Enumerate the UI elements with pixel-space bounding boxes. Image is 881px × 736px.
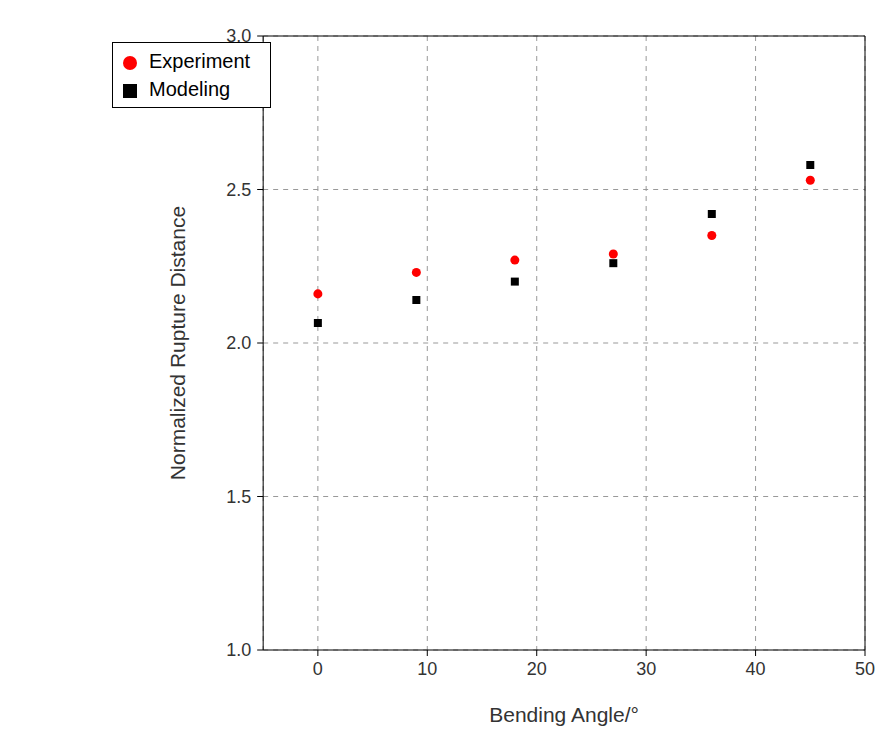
svg-text:2.0: 2.0 <box>226 333 251 353</box>
svg-text:10: 10 <box>417 659 437 679</box>
html-text:Modeling: Modeling <box>149 78 231 100</box>
svg-text:30: 30 <box>636 659 656 679</box>
html-text:Experiment: Experiment <box>149 50 251 72</box>
svg-text:3.0: 3.0 <box>226 26 251 46</box>
svg-text:2.5: 2.5 <box>226 180 251 200</box>
svg-text:Bending Angle/°: Bending Angle/° <box>489 703 639 726</box>
svg-text:50: 50 <box>855 659 875 679</box>
svg-text:Normalized Rupture Distance: Normalized Rupture Distance <box>166 206 189 480</box>
svg-text:40: 40 <box>746 659 766 679</box>
svg-text:1.5: 1.5 <box>226 487 251 507</box>
svg-text:1.0: 1.0 <box>226 640 251 660</box>
svg-text:0: 0 <box>313 659 323 679</box>
svg-text:20: 20 <box>527 659 547 679</box>
